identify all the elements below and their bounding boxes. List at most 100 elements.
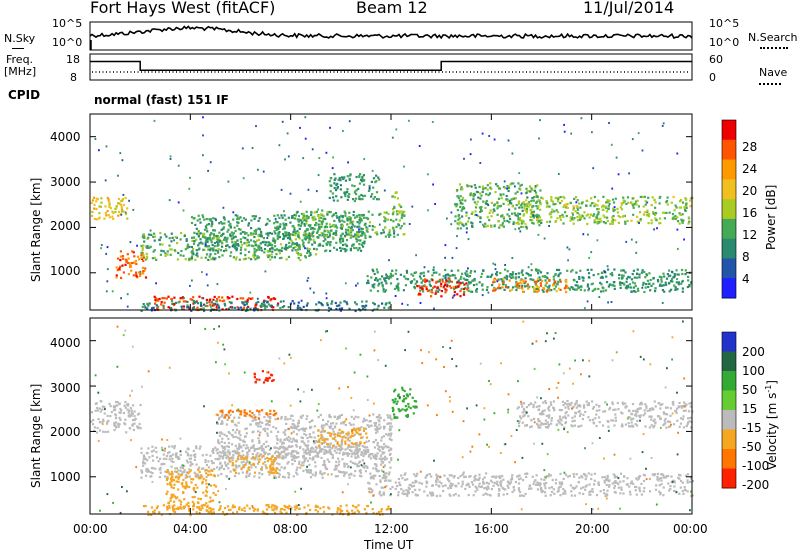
power-cell: [309, 225, 312, 228]
power-cell: [296, 210, 299, 213]
velocity-cell: [412, 405, 415, 408]
power-cell: [225, 244, 228, 247]
power-cell: [534, 186, 537, 189]
power-cell-noise: [204, 243, 207, 246]
power-cell: [300, 222, 303, 225]
power-cell: [566, 286, 569, 289]
velocity-cell: [599, 490, 602, 493]
velocity-cell: [277, 475, 281, 479]
cpid-text: normal (fast) 151 IF: [94, 93, 229, 107]
velocity-cell: [347, 444, 350, 447]
velocity-cell: [280, 417, 283, 420]
power-cell: [570, 270, 573, 273]
power-cell: [262, 301, 265, 304]
velocity-cell: [238, 445, 241, 448]
power-cell: [270, 298, 273, 301]
velocity-cell: [177, 469, 180, 472]
power-cell: [438, 278, 441, 281]
power-cell: [472, 284, 476, 287]
power-cell: [565, 285, 568, 288]
velocity-cell: [171, 453, 174, 456]
velocity-cell: [350, 434, 353, 437]
velocity-cell: [606, 494, 609, 497]
power-cell: [531, 286, 534, 289]
velocity-cell: [278, 463, 281, 466]
power-cell: [244, 300, 247, 303]
velocity-cell: [235, 460, 238, 463]
power-cell: [358, 214, 361, 217]
power-cell-noise: [408, 223, 411, 225]
power-cell: [115, 205, 118, 208]
power-cell: [425, 285, 428, 289]
velocity-cell: [274, 412, 277, 416]
power-cell: [474, 210, 477, 213]
power-cell: [690, 281, 693, 284]
velocity-cell: [94, 402, 97, 405]
power-cell: [464, 286, 467, 290]
velocity-cell: [459, 475, 462, 478]
power-cell: [527, 272, 530, 276]
power-cell: [211, 237, 214, 240]
velocity-cell: [354, 470, 357, 473]
velocity-cell: [397, 408, 400, 411]
velocity-cell: [295, 427, 298, 430]
velocity-cell: [119, 418, 122, 421]
power-cell: [392, 210, 395, 214]
power-cell: [564, 211, 567, 214]
power-cell: [514, 273, 517, 276]
velocity-cell: [172, 486, 175, 490]
velocity-cell: [373, 446, 376, 449]
velocity-cell: [145, 469, 148, 472]
power-cell: [266, 218, 269, 221]
power-cell: [388, 305, 391, 309]
power-cell-noise: [207, 169, 209, 172]
power-cell: [282, 234, 285, 238]
power-cell: [349, 217, 352, 220]
velocity-cell: [605, 479, 608, 482]
velocity-cell: [619, 492, 622, 495]
power-cell: [659, 283, 662, 286]
power-cell: [326, 302, 329, 305]
velocity-cell: [304, 450, 307, 453]
velocity-cell: [125, 431, 128, 434]
velocity-cell: [376, 444, 379, 447]
velocity-cell: [267, 415, 270, 418]
velocity-cell: [345, 471, 348, 474]
power-cell: [530, 211, 533, 214]
power-cell: [564, 203, 568, 206]
power-cell: [631, 203, 634, 206]
power-cell: [367, 281, 370, 285]
power-cell: [304, 235, 307, 238]
velocity-cell: [251, 419, 254, 422]
power-cell-noise: [630, 238, 633, 241]
velocity-cell: [241, 450, 244, 453]
power-cell: [312, 235, 315, 238]
power-cell: [633, 203, 636, 206]
power-cell: [273, 222, 276, 225]
power-cell: [252, 307, 256, 310]
power-cell: [340, 214, 343, 217]
power-cell: [430, 288, 433, 291]
velocity-cell: [323, 439, 326, 442]
power-cell: [321, 234, 324, 237]
power-cell: [287, 255, 291, 258]
power-cell: [396, 278, 399, 281]
power-cell: [539, 189, 542, 192]
power-cell: [117, 210, 121, 213]
power-cell: [340, 196, 343, 199]
velocity-cell: [224, 463, 227, 466]
velocity-cell: [355, 445, 358, 448]
power-cell: [262, 237, 265, 240]
velocity-cell: [287, 435, 290, 439]
power-cell: [198, 218, 201, 221]
power-cell: [394, 272, 397, 275]
power-cell: [353, 191, 356, 194]
velocity-cell: [317, 455, 320, 458]
power-cell: [273, 239, 276, 242]
power-cell: [639, 211, 642, 214]
velocity-cell: [170, 484, 173, 487]
power-cell: [682, 219, 685, 222]
velocity-cell: [185, 481, 188, 484]
power-cell: [373, 308, 376, 311]
power-cell: [270, 253, 273, 256]
